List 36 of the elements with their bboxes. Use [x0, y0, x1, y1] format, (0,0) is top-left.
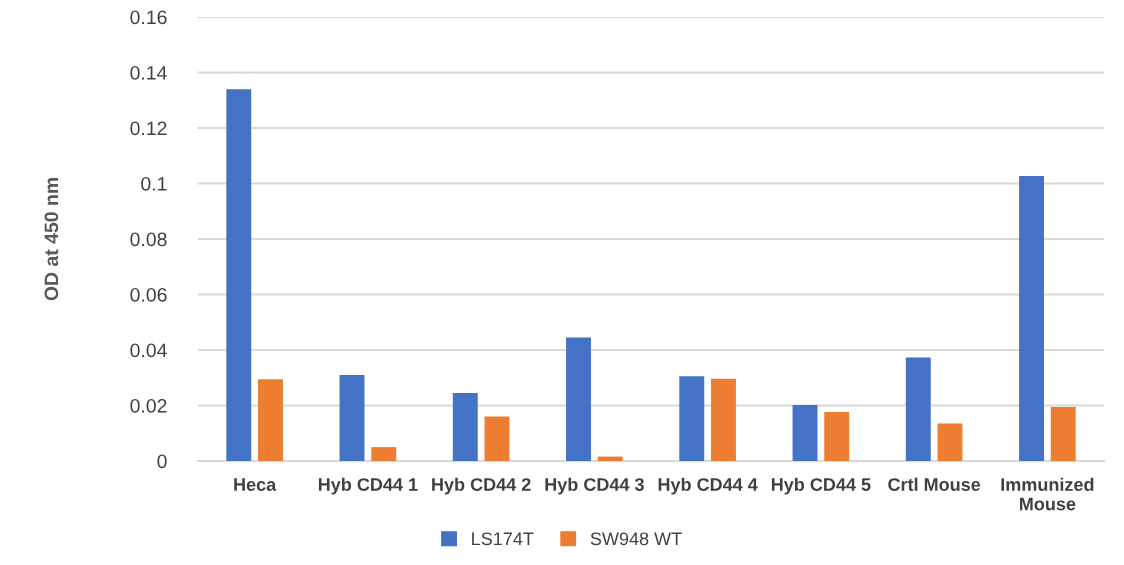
x-tick-label: Hyb CD44 5	[771, 477, 871, 495]
bar	[711, 378, 736, 461]
bar	[1050, 406, 1076, 461]
bar	[339, 374, 365, 461]
bar	[824, 411, 850, 461]
y-tick-label: 0	[157, 454, 167, 469]
bar	[792, 404, 818, 461]
x-tick-label: Hyb CD44 4	[658, 477, 758, 495]
y-tick-label: 0.04	[130, 343, 167, 358]
bar	[371, 447, 397, 461]
x-tick-label: Crtl Mouse	[888, 477, 981, 491]
y-tick-label: 0.16	[130, 10, 167, 25]
legend-label: SW948 WT	[590, 532, 682, 546]
bar	[1019, 176, 1044, 461]
bar	[597, 456, 623, 461]
bar	[905, 357, 931, 461]
bar	[937, 423, 963, 461]
y-tick-label: 0.1	[141, 176, 167, 191]
y-tick-label: 0.06	[130, 287, 167, 302]
x-tick-label: Heca	[234, 478, 277, 491]
x-tick-label: Immunized Mouse	[1001, 477, 1094, 511]
bar	[258, 379, 283, 461]
y-tick-label: 0.02	[130, 398, 167, 413]
x-tick-label: Hyb CD44 1	[318, 477, 418, 495]
x-tick-label: Hyb CD44 2	[432, 477, 531, 495]
legend-label: LS174T	[472, 532, 534, 546]
y-axis-title: OD at 450 nm	[44, 178, 59, 301]
y-tick-label: 0.08	[130, 232, 167, 247]
bar	[679, 376, 705, 461]
bar	[452, 393, 478, 461]
bar	[566, 337, 591, 461]
x-tick-label: Hyb CD44 3	[545, 477, 644, 495]
bar	[484, 416, 510, 461]
bar	[226, 89, 252, 461]
y-tick-label: 0.12	[130, 121, 167, 136]
y-tick-label: 0.14	[130, 65, 167, 80]
